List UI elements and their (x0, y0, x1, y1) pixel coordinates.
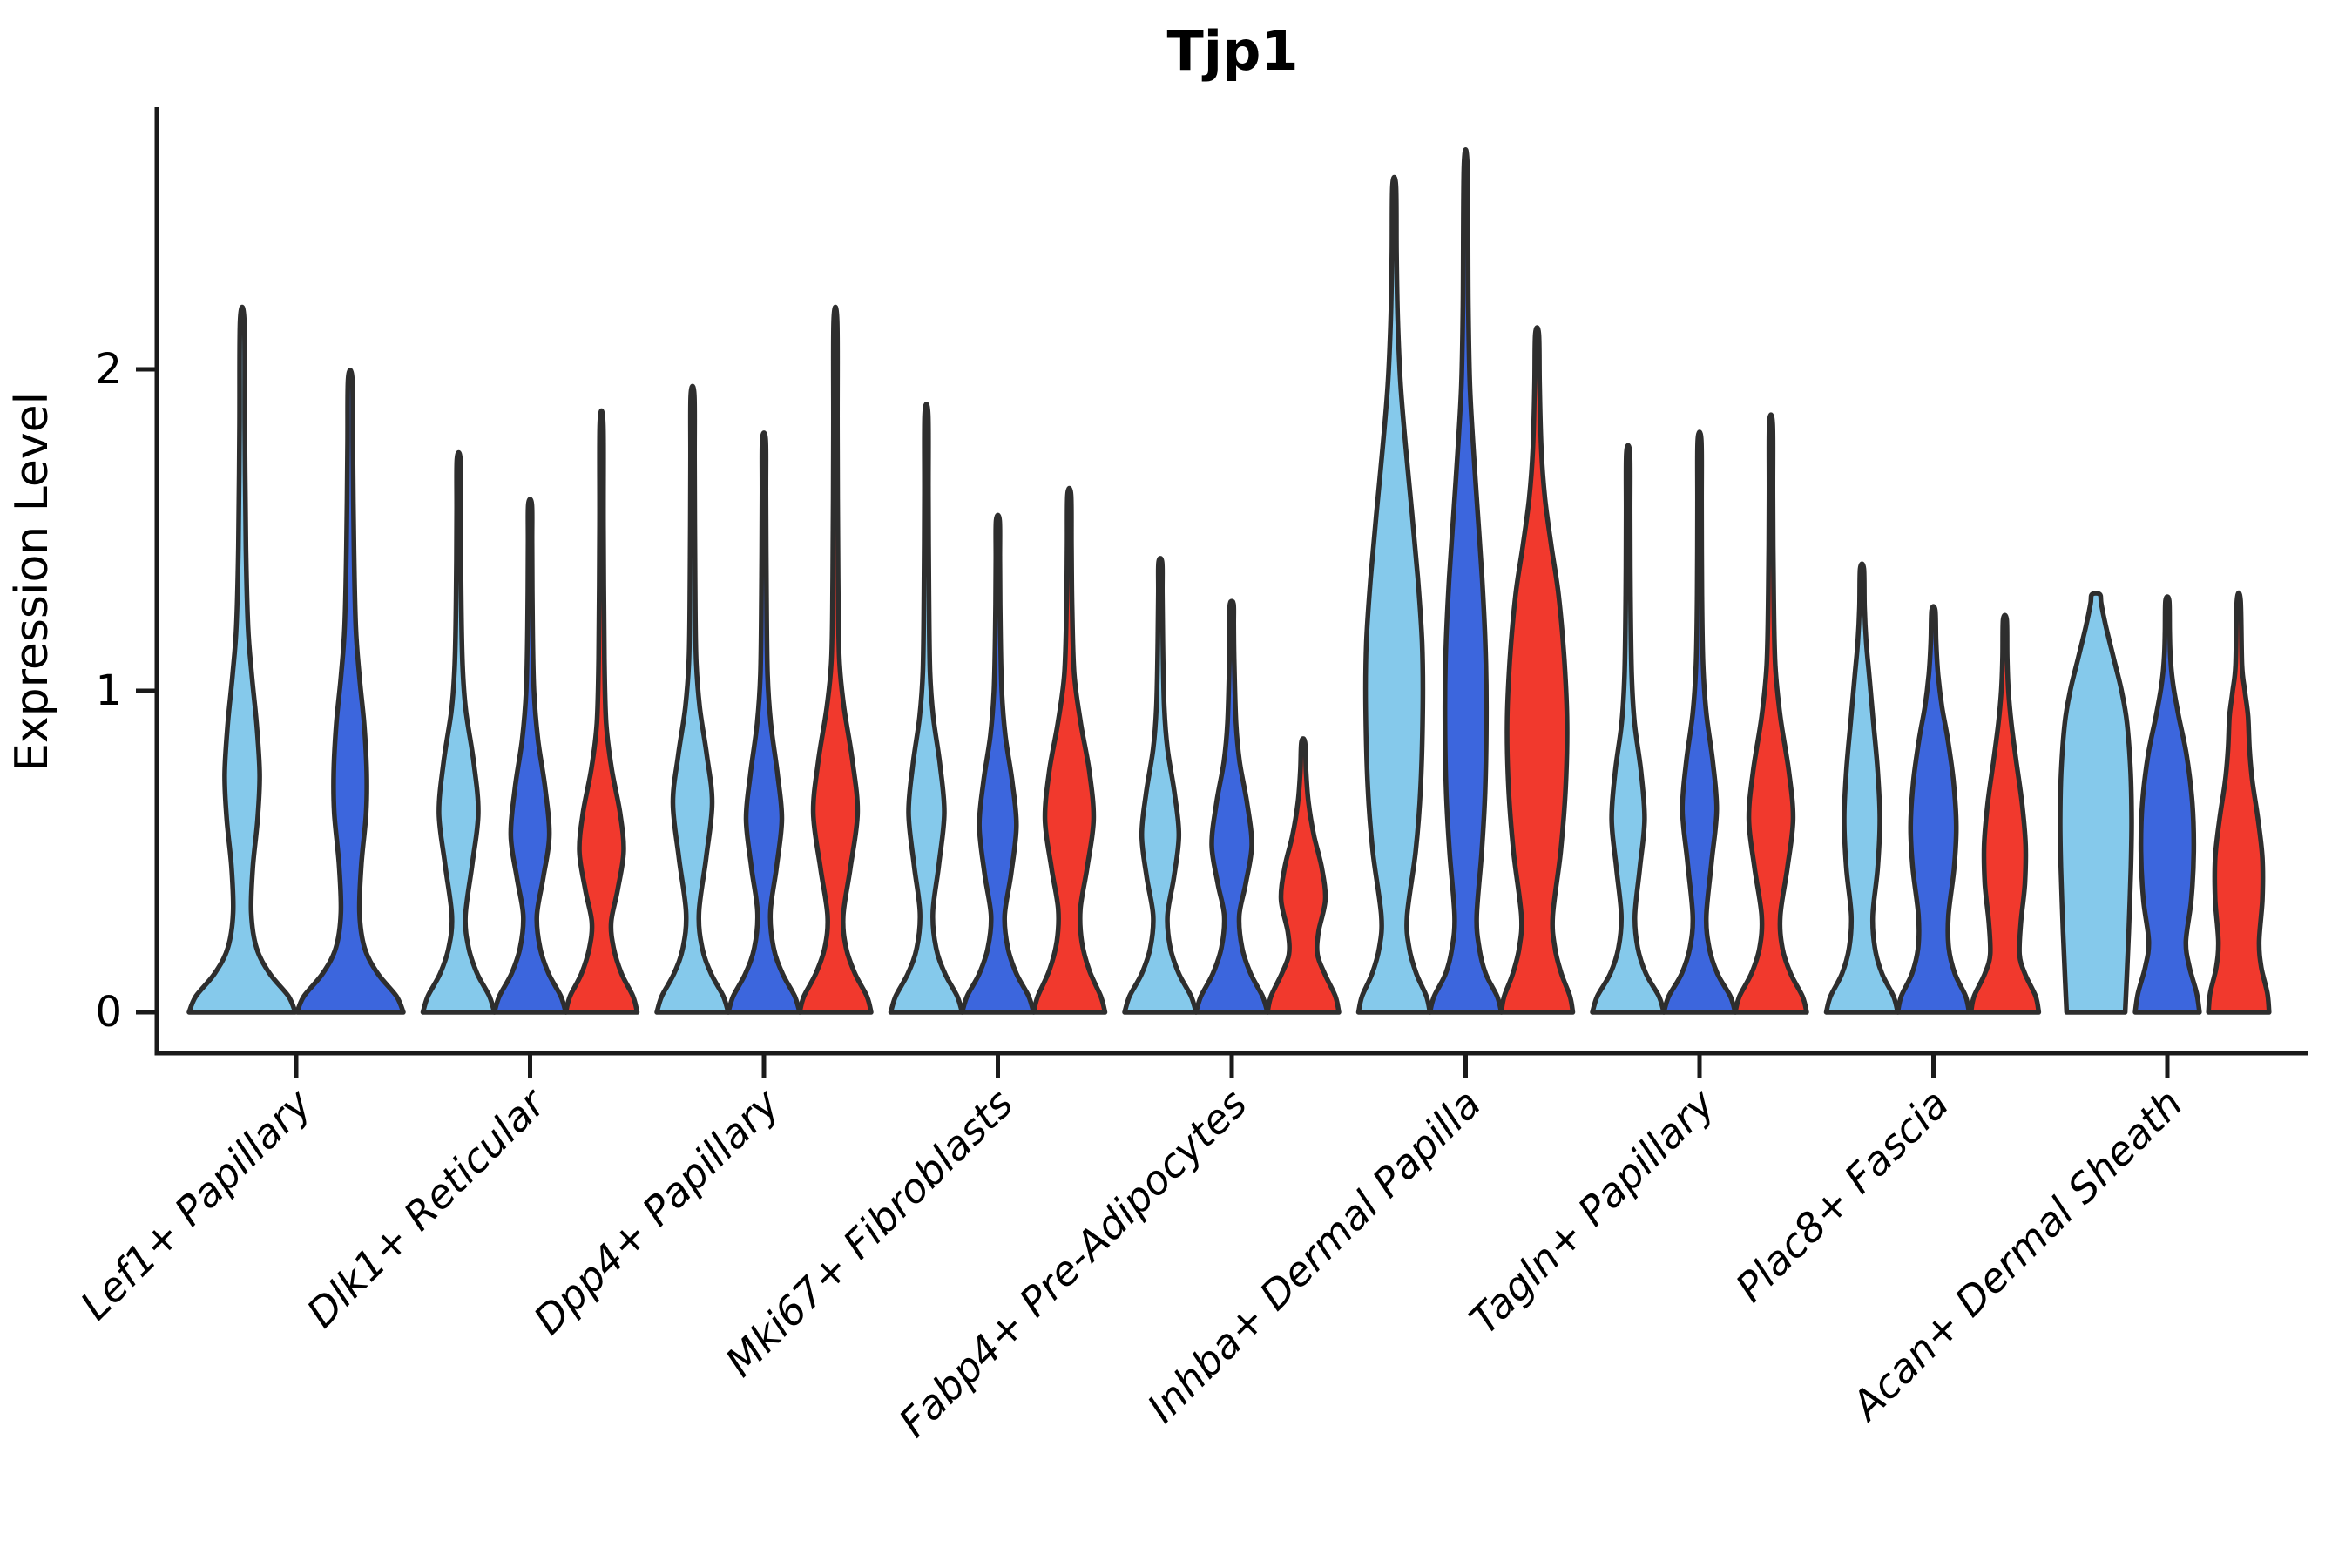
violin-dpp4-papillary-red (797, 304, 874, 1015)
x-category-label: Dpp4+ Papillary (524, 1079, 788, 1343)
chart-title: Tjp1 (1166, 19, 1298, 83)
violin-tagln-papillary-light_blue (1590, 443, 1666, 1015)
y-tick-label: 0 (95, 988, 122, 1037)
violin-mki67-fibroblasts-dark_blue (959, 512, 1037, 1015)
violin-tagln-papillary-red (1733, 412, 1809, 1015)
violin-acan-dermal-sheath-light_blue (2058, 591, 2134, 1015)
x-category-label: Tagln+ Papillary (1460, 1079, 1724, 1343)
violin-acan-dermal-sheath-red (2206, 590, 2272, 1015)
violin-lef1-papillary-light_blue (186, 304, 298, 1015)
violin-acan-dermal-sheath-dark_blue (2132, 594, 2202, 1015)
x-category-label: Lef1+ Papillary (71, 1079, 321, 1328)
violin-plac8-fascia-red (1968, 612, 2042, 1015)
y-tick-label: 2 (95, 345, 122, 394)
violin-dlk1-reticular-light_blue (420, 449, 497, 1015)
x-category-label: Plac8+ Fascia (1727, 1080, 1957, 1311)
violin-dpp4-papillary-light_blue (654, 383, 731, 1015)
violin-plac8-fascia-light_blue (1823, 561, 1901, 1015)
violins-layer (186, 146, 2272, 1015)
violin-lef1-papillary-dark_blue (294, 368, 406, 1015)
violin-inhba-dermal-papilla-light_blue (1355, 174, 1433, 1015)
y-tick-label: 1 (95, 666, 122, 715)
violin-plac8-fascia-dark_blue (1895, 604, 1972, 1015)
violin-dlk1-reticular-red (563, 408, 640, 1015)
violin-dpp4-papillary-dark_blue (726, 430, 802, 1015)
x-category-label: Dlk1+ Reticular (298, 1078, 557, 1336)
violin-inhba-dermal-papilla-dark_blue (1427, 146, 1504, 1015)
violin-tagln-papillary-dark_blue (1661, 429, 1738, 1015)
violin-fabp4-pre-adipocytes-red (1265, 736, 1342, 1015)
y-axis-ticks: 0 1 2 (95, 345, 155, 1037)
violin-inhba-dermal-papilla-red (1498, 325, 1576, 1015)
violin-mki67-fibroblasts-light_blue (888, 401, 965, 1015)
y-axis-label: Expression Level (6, 392, 58, 772)
violin-dlk1-reticular-dark_blue (491, 497, 569, 1015)
violin-fabp4-pre-adipocytes-light_blue (1122, 556, 1199, 1015)
violin-mki67-fibroblasts-red (1031, 485, 1108, 1015)
violin-fabp4-pre-adipocytes-dark_blue (1193, 598, 1270, 1015)
